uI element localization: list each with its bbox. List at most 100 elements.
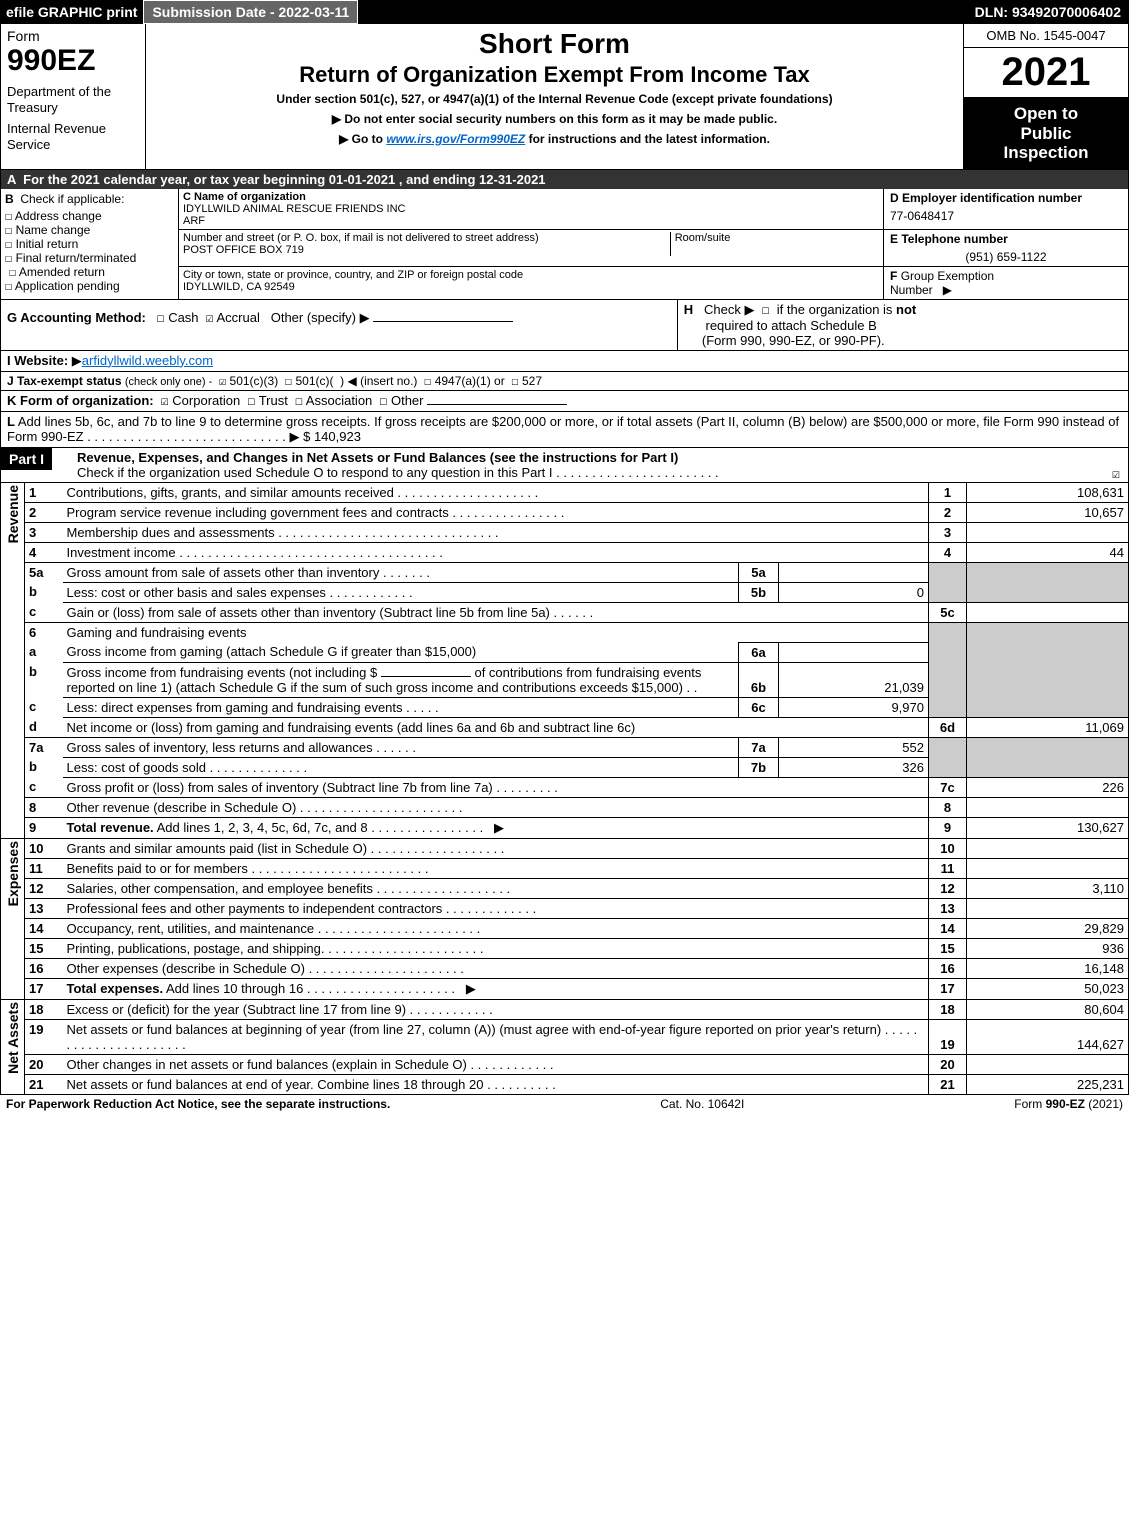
check-4947[interactable] — [424, 374, 431, 388]
check-final-return[interactable] — [5, 251, 12, 265]
check-address-change[interactable] — [5, 209, 12, 223]
revenue-label: Revenue — [5, 485, 29, 543]
j-527: 527 — [522, 374, 542, 388]
line-9-text: Total revenue. Add lines 1, 2, 3, 4, 5c,… — [63, 817, 929, 838]
footer-catno: Cat. No. 10642I — [660, 1097, 744, 1111]
ein-value: 77-0648417 — [890, 209, 1122, 223]
arrow-icon — [360, 310, 370, 325]
line-5b-mv: 0 — [778, 582, 928, 602]
b-opt-name: Name change — [16, 223, 91, 237]
line-5a-mn: 5a — [738, 562, 778, 582]
line-5c-num: c — [25, 602, 63, 622]
k-assoc: Association — [306, 393, 372, 408]
arrow-icon — [466, 981, 476, 996]
j-501c: 501(c)( — [295, 374, 333, 388]
line-5b-text: Less: cost or other basis and sales expe… — [63, 582, 739, 602]
b-opt-amended: Amended return — [19, 265, 105, 279]
line-14-num: 14 — [25, 918, 63, 938]
j-label: J Tax-exempt status — [7, 374, 122, 388]
goto-text: Go to www.irs.gov/Form990EZ for instruct… — [352, 132, 770, 146]
form-label: Form — [7, 28, 139, 44]
check-amended-return[interactable] — [9, 265, 16, 279]
line-6-text: Gaming and fundraising events — [63, 622, 929, 642]
line-17-rn: 17 — [929, 978, 967, 999]
check-501c[interactable] — [285, 374, 292, 388]
street-address: POST OFFICE BOX 719 — [183, 244, 670, 256]
top-bar: efile GRAPHIC print Submission Date - 20… — [0, 0, 1129, 24]
line-7b-text: Less: cost of goods sold . . . . . . . .… — [63, 757, 739, 777]
check-cash[interactable] — [157, 311, 165, 326]
line-6d-rn: 6d — [929, 717, 967, 737]
part1-header: Part I Revenue, Expenses, and Changes in… — [0, 448, 1129, 483]
omb-number: OMB No. 1545-0047 — [964, 24, 1128, 48]
section-d: D Employer identification number 77-0648… — [884, 189, 1129, 230]
line-6d-text: Net income or (loss) from gaming and fun… — [63, 717, 929, 737]
dept-line1: Department of the Treasury — [7, 84, 139, 115]
check-501c3[interactable] — [219, 374, 226, 388]
check-trust[interactable] — [247, 394, 255, 409]
irs-link[interactable]: www.irs.gov/Form990EZ — [386, 132, 525, 146]
check-other-org[interactable] — [380, 394, 388, 409]
line-6b-num: b — [25, 662, 63, 697]
check-527[interactable] — [511, 374, 518, 388]
line-21-amt: 225,231 — [967, 1074, 1129, 1094]
line-14-rn: 14 — [929, 918, 967, 938]
line-20-num: 20 — [25, 1054, 63, 1074]
section-c-name: C Name of organization IDYLLWILD ANIMAL … — [179, 189, 884, 230]
shaded-cell — [929, 697, 967, 717]
line-20-rn: 20 — [929, 1054, 967, 1074]
line-9-rn: 9 — [929, 817, 967, 838]
j-4947: 4947(a)(1) or — [435, 374, 505, 388]
check-corporation[interactable] — [161, 394, 169, 409]
section-c-address: Number and street (or P. O. box, if mail… — [179, 229, 884, 266]
website-link[interactable]: arfidyllwild.weebly.com — [82, 353, 213, 368]
line-2-num: 2 — [25, 502, 63, 522]
dept-line2: Internal Revenue Service — [7, 121, 139, 152]
subtitle: Under section 501(c), 527, or 4947(a)(1)… — [154, 92, 955, 106]
line-21-num: 21 — [25, 1074, 63, 1094]
k-corp: Corporation — [172, 393, 240, 408]
line-6b-mv: 21,039 — [778, 662, 928, 697]
line-2-amt: 10,657 — [967, 502, 1129, 522]
phone-value: (951) 659-1122 — [890, 250, 1122, 264]
other-specify-input[interactable] — [373, 310, 513, 322]
check-name-change[interactable] — [5, 223, 12, 237]
k-trust: Trust — [259, 393, 288, 408]
open-public-inspection: Open to Public Inspection — [964, 98, 1128, 169]
room-label: Room/suite — [670, 232, 879, 244]
line-8-amt — [967, 797, 1129, 817]
line-7a-text: Gross sales of inventory, less returns a… — [63, 737, 739, 757]
city-label: City or town, state or province, country… — [183, 269, 879, 281]
g-accrual: Accrual — [217, 310, 260, 325]
org-name-2: ARF — [183, 215, 879, 227]
line-1-num: 1 — [25, 483, 63, 503]
warn-text: Do not enter social security numbers on … — [344, 112, 777, 126]
d-label: D Employer identification number — [890, 191, 1082, 205]
check-schedule-o[interactable]: ☑ — [1112, 467, 1120, 482]
line-12-rn: 12 — [929, 878, 967, 898]
line-11-rn: 11 — [929, 858, 967, 878]
line-5a-mv — [778, 562, 928, 582]
arrow-icon — [72, 353, 82, 368]
l-value: $ 140,923 — [303, 429, 361, 444]
line-6b-text: Gross income from fundraising events (no… — [63, 662, 739, 697]
line-8-rn: 8 — [929, 797, 967, 817]
check-accrual[interactable] — [206, 311, 214, 326]
line-13-text: Professional fees and other payments to … — [63, 898, 929, 918]
line-19-rn: 19 — [929, 1019, 967, 1054]
line-10-rn: 10 — [929, 838, 967, 858]
check-h[interactable] — [762, 303, 770, 318]
line-20-amt — [967, 1054, 1129, 1074]
k-other: Other — [391, 393, 424, 408]
line-13-amt — [967, 898, 1129, 918]
check-initial-return[interactable] — [5, 237, 12, 251]
k-other-input[interactable] — [427, 393, 567, 405]
open-line2: Public — [1020, 124, 1071, 143]
check-association[interactable] — [295, 394, 303, 409]
shaded-cell — [929, 757, 967, 777]
check-application-pending[interactable] — [5, 279, 12, 293]
part-i-title: Revenue, Expenses, and Changes in Net As… — [77, 450, 678, 465]
b-opt-initial: Initial return — [16, 237, 79, 251]
part-i-sub: Check if the organization used Schedule … — [77, 465, 553, 480]
tax-year: 2021 — [964, 48, 1128, 98]
